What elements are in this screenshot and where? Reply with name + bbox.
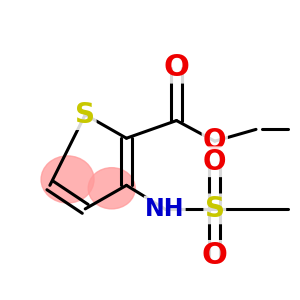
Text: S: S bbox=[75, 101, 95, 129]
Text: S: S bbox=[205, 195, 225, 223]
Text: O: O bbox=[202, 242, 228, 271]
Text: O: O bbox=[203, 127, 226, 155]
Ellipse shape bbox=[88, 168, 135, 209]
Text: O: O bbox=[164, 53, 189, 82]
Ellipse shape bbox=[41, 156, 94, 203]
Text: O: O bbox=[203, 148, 226, 176]
Text: NH: NH bbox=[145, 197, 184, 221]
